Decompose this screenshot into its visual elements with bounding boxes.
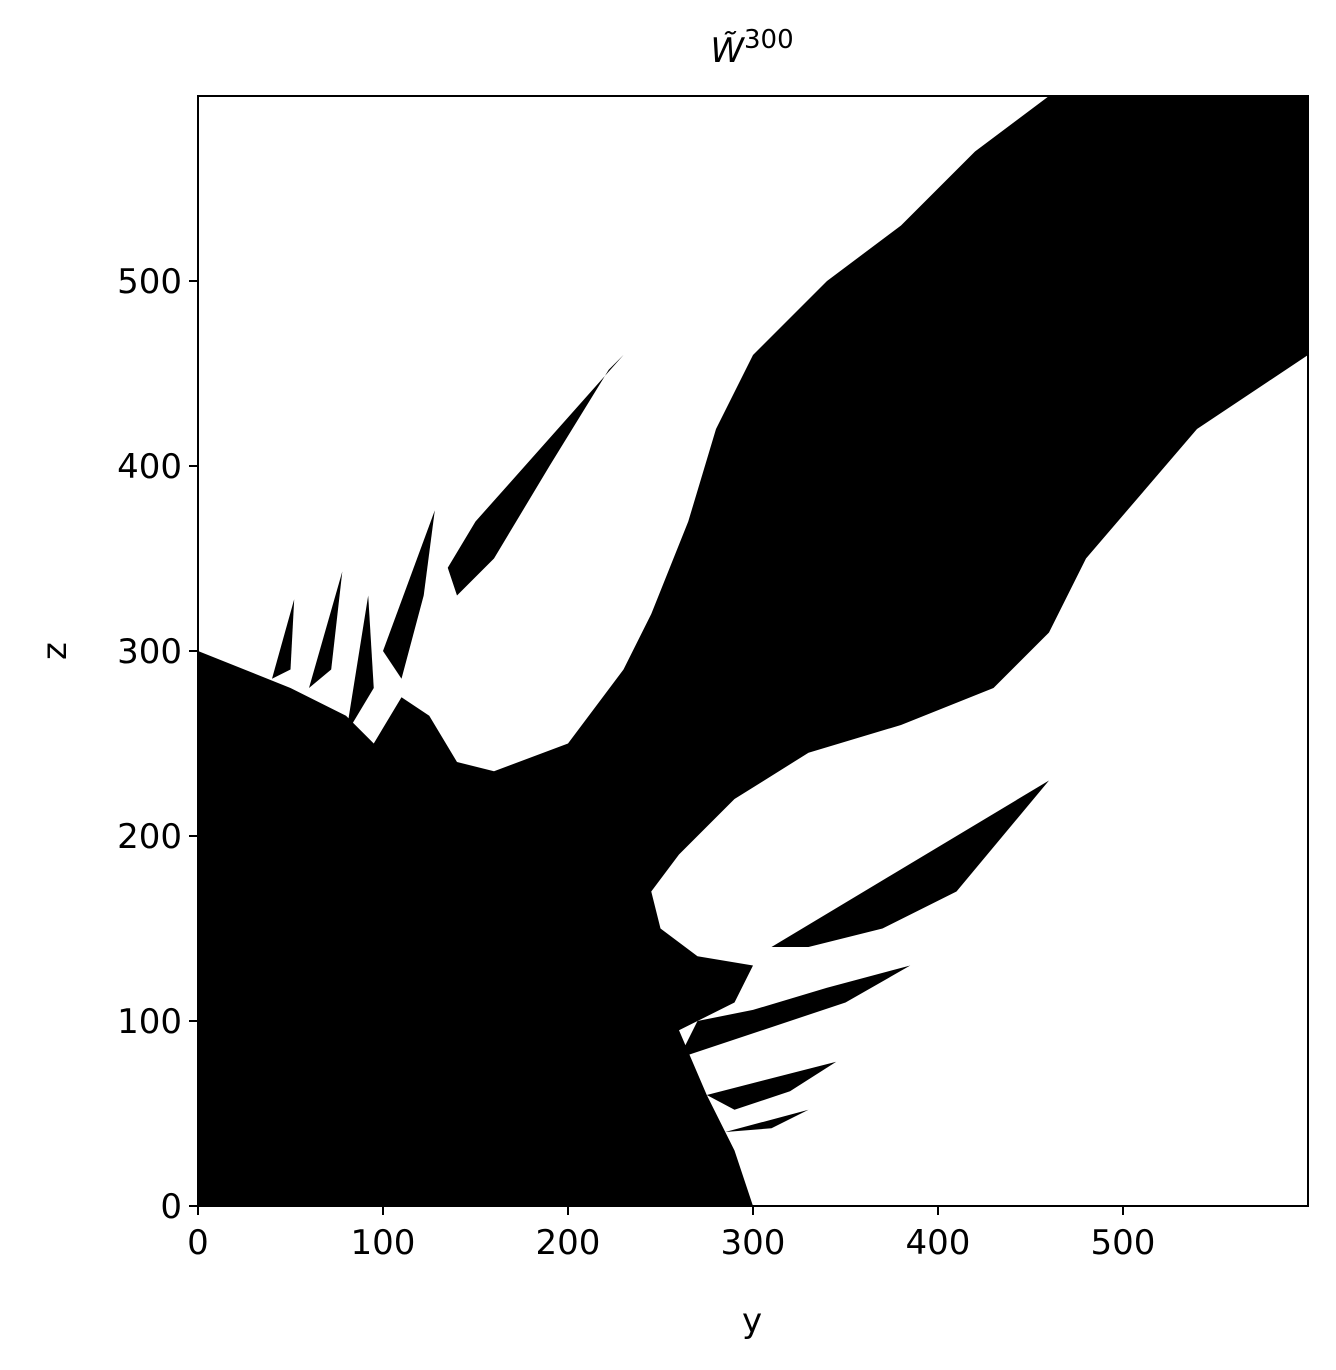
x-tick-label: 0 <box>187 1223 209 1263</box>
y-tick-label: 0 <box>160 1187 182 1227</box>
y-tick-label: 400 <box>117 447 182 487</box>
chart-title: W̃300 <box>710 25 793 71</box>
x-tick-label: 300 <box>721 1223 786 1263</box>
title-superscript: 300 <box>744 25 794 55</box>
x-tick-label: 500 <box>1091 1223 1156 1263</box>
binary-image <box>198 95 1308 1206</box>
y-tick-label: 300 <box>117 632 182 672</box>
x-axis-label: y <box>742 1301 762 1341</box>
y-tick-label: 500 <box>117 262 182 302</box>
title-base: W̃ <box>710 31 745 71</box>
x-tick-label: 100 <box>351 1223 416 1263</box>
y-tick-label: 100 <box>117 1002 182 1042</box>
y-axis-label: z <box>35 642 75 660</box>
x-tick-label: 400 <box>906 1223 971 1263</box>
x-tick-label: 200 <box>536 1223 601 1263</box>
y-tick-label: 200 <box>117 817 182 857</box>
